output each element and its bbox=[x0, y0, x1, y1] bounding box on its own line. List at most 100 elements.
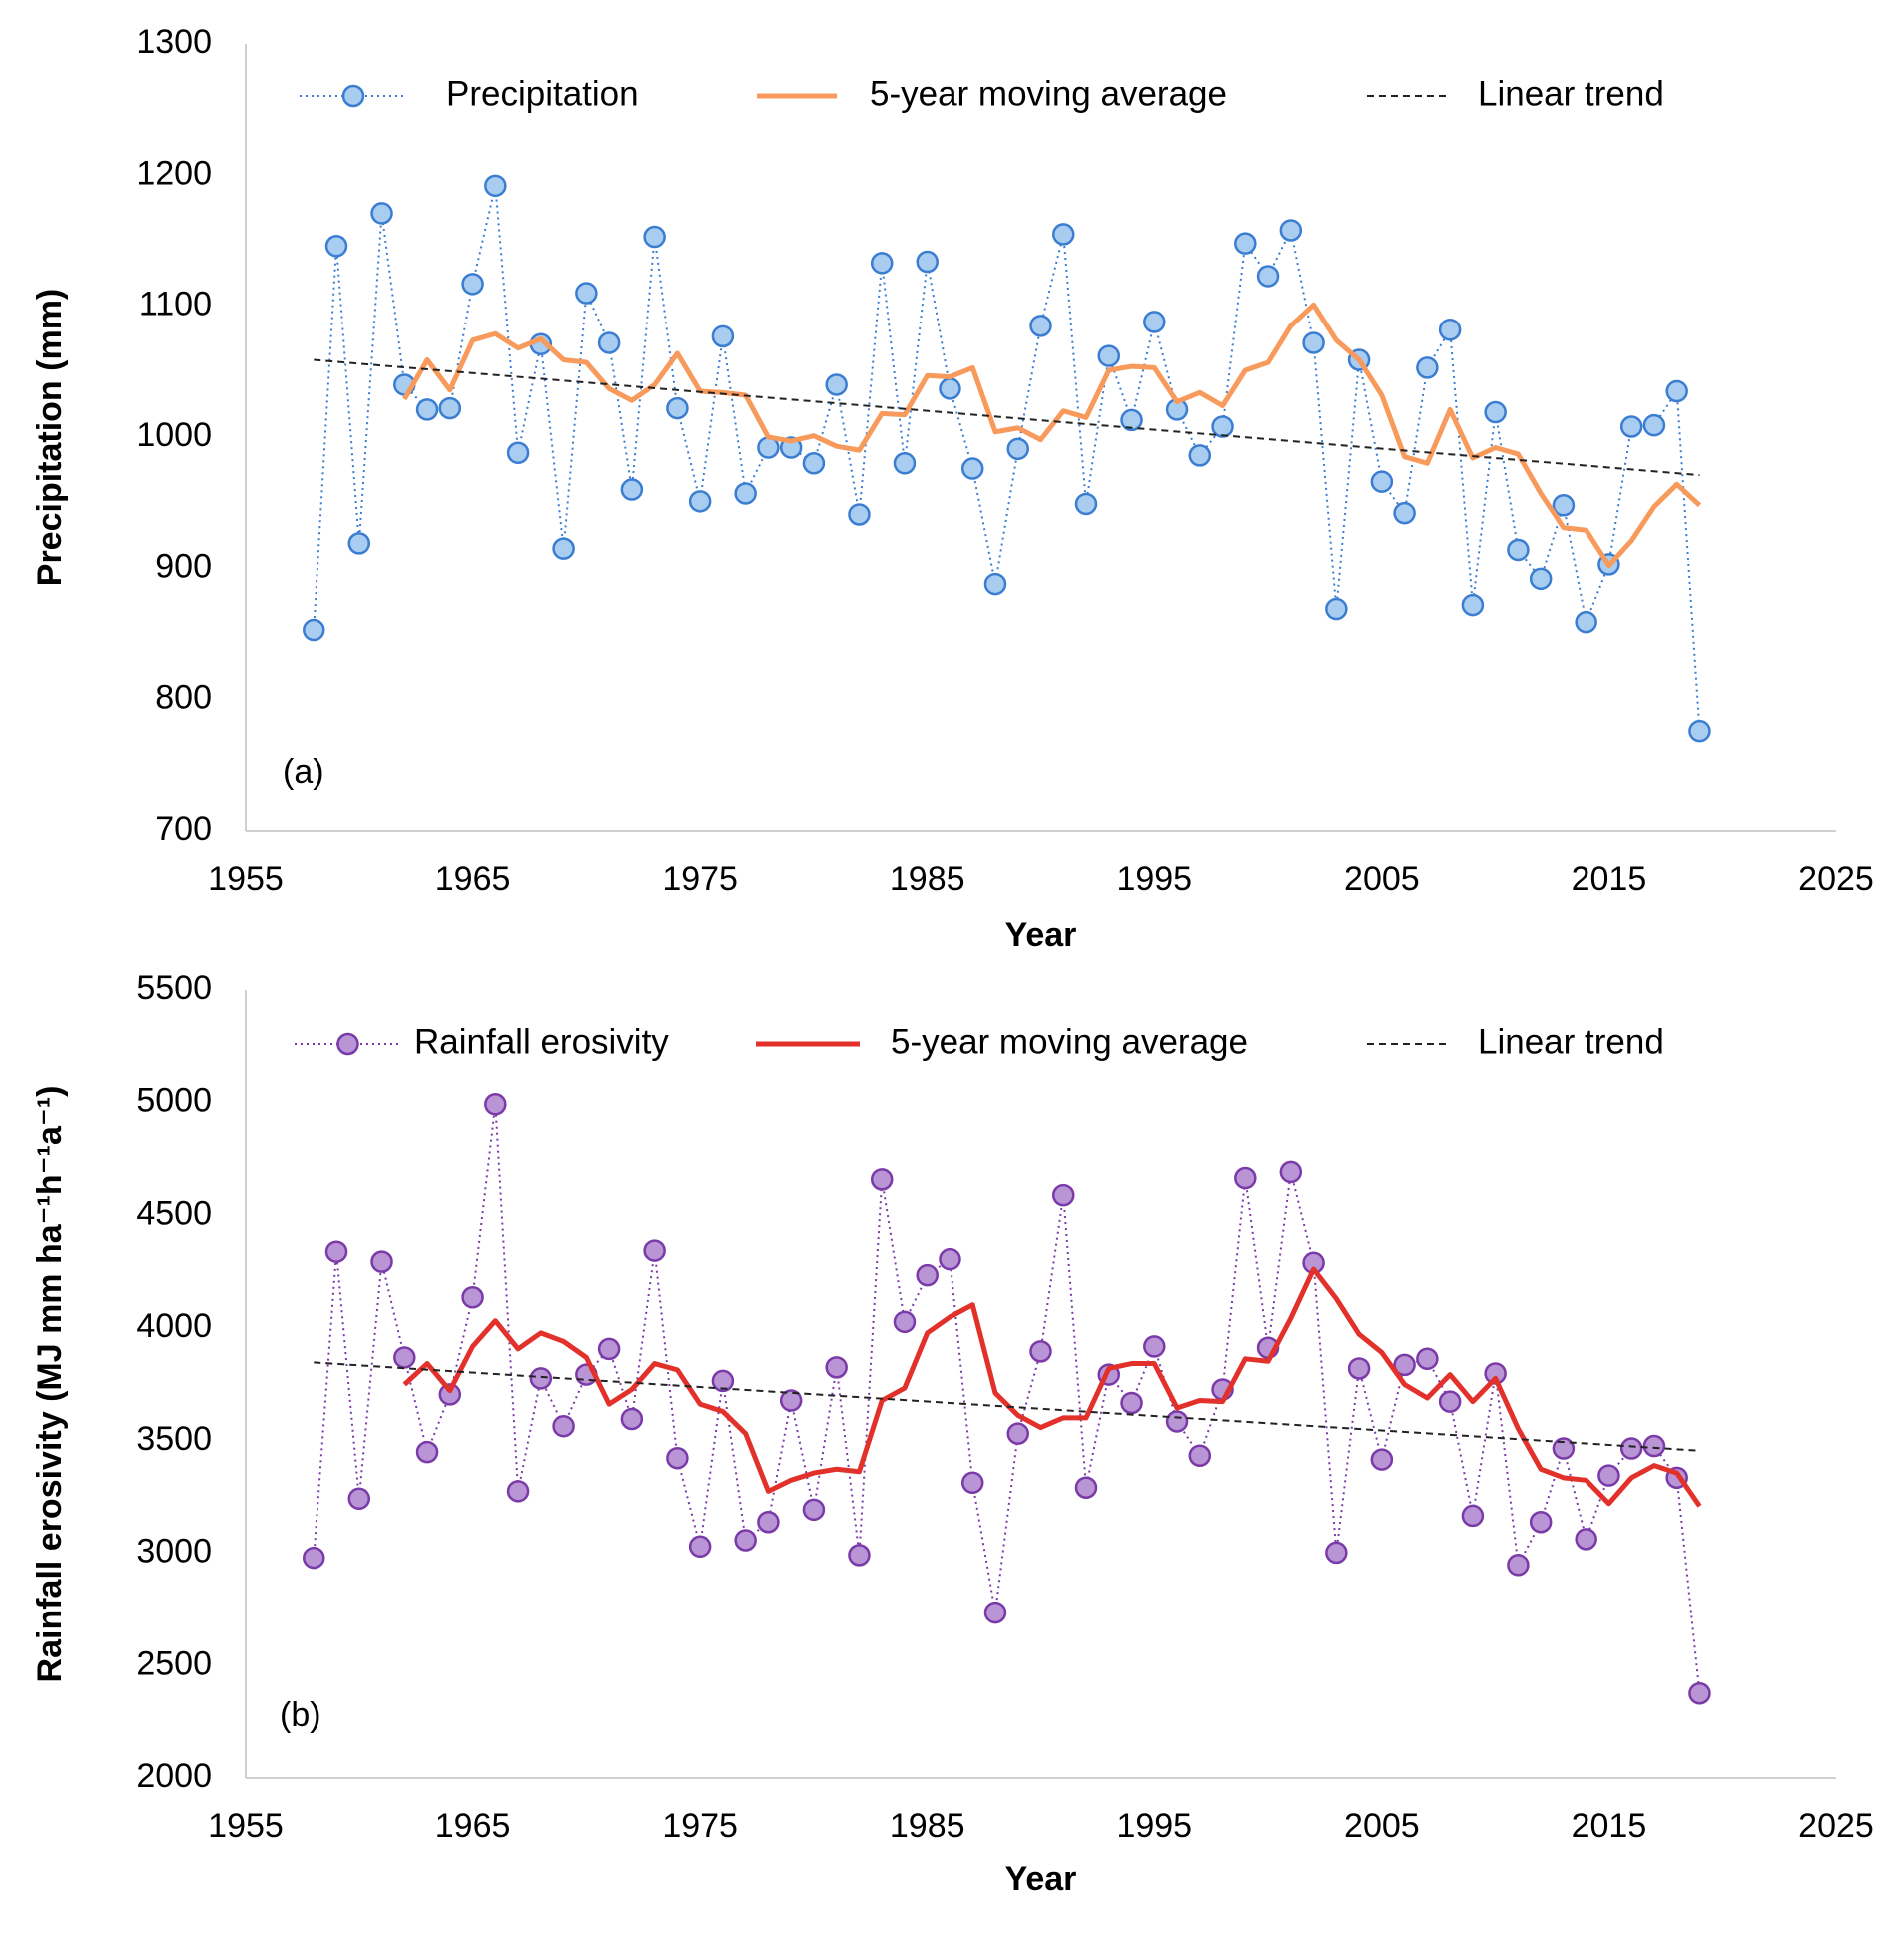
data-point bbox=[1461, 1504, 1485, 1528]
y-tick-label: 3500 bbox=[136, 1420, 212, 1458]
data-point bbox=[347, 532, 371, 555]
data-point bbox=[1143, 311, 1166, 333]
data-point bbox=[1416, 1347, 1439, 1371]
data-point bbox=[1438, 319, 1462, 341]
data-point bbox=[688, 490, 712, 513]
data-point bbox=[666, 1446, 689, 1470]
data-point bbox=[1279, 1160, 1303, 1184]
x-tick-label: 1995 bbox=[1116, 860, 1192, 898]
data-point bbox=[960, 1471, 984, 1495]
data-point bbox=[324, 1240, 348, 1263]
data-point bbox=[1438, 1390, 1462, 1413]
data-point bbox=[1325, 597, 1348, 621]
data-point bbox=[1416, 356, 1439, 379]
x-tick-label: 2015 bbox=[1572, 1807, 1647, 1845]
data-point bbox=[620, 1407, 644, 1431]
data-point bbox=[461, 1286, 484, 1309]
data-point bbox=[825, 1356, 848, 1379]
y-tick-label: 4500 bbox=[136, 1194, 212, 1232]
legend-item: Linear trend bbox=[1367, 1022, 1664, 1061]
data-point bbox=[415, 1440, 439, 1464]
y-tick-label: 3000 bbox=[136, 1533, 212, 1571]
data-point bbox=[688, 1535, 712, 1559]
y-tick-label: 700 bbox=[155, 810, 212, 848]
data-point bbox=[848, 503, 871, 526]
series-line bbox=[314, 358, 1700, 477]
legend-label: Rainfall erosivity bbox=[414, 1022, 669, 1061]
data-point bbox=[1211, 415, 1234, 438]
data-point bbox=[347, 1487, 371, 1511]
legend-label: 5-year moving average bbox=[891, 1022, 1248, 1061]
y-tick-label: 5500 bbox=[136, 969, 212, 1007]
data-point bbox=[1370, 470, 1394, 493]
data-point bbox=[870, 1168, 894, 1191]
data-point bbox=[1507, 538, 1530, 562]
x-tick-label: 1965 bbox=[435, 1807, 511, 1845]
data-point bbox=[960, 457, 984, 480]
data-point bbox=[643, 225, 666, 249]
series-line bbox=[402, 302, 1702, 569]
x-axis-title: Year bbox=[1005, 1860, 1077, 1898]
data-point bbox=[393, 1346, 416, 1369]
data-point bbox=[916, 1263, 939, 1287]
data-point bbox=[802, 1498, 826, 1522]
data-point bbox=[1120, 1391, 1143, 1415]
data-point bbox=[415, 398, 439, 421]
data-point bbox=[1074, 1476, 1098, 1499]
legend-label: 5-year moving average bbox=[870, 74, 1227, 113]
data-point bbox=[1074, 492, 1098, 516]
data-point bbox=[552, 537, 575, 560]
data-point bbox=[597, 331, 621, 354]
data-point bbox=[734, 1529, 757, 1552]
data-point bbox=[1120, 408, 1143, 432]
x-tick-label: 1975 bbox=[662, 1807, 738, 1845]
x-tick-label: 1975 bbox=[662, 860, 738, 898]
x-tick-label: 2025 bbox=[1798, 1807, 1874, 1845]
data-point bbox=[1619, 1437, 1643, 1460]
data-point bbox=[1234, 232, 1257, 255]
data-point bbox=[303, 1546, 325, 1570]
data-point bbox=[1461, 593, 1485, 617]
data-point bbox=[303, 618, 325, 642]
data-point bbox=[1642, 1434, 1666, 1458]
data-point bbox=[1165, 1410, 1189, 1433]
data-point bbox=[1302, 331, 1325, 354]
data-point bbox=[506, 1480, 530, 1503]
y-tick-label: 1000 bbox=[136, 416, 212, 454]
data-point bbox=[438, 1383, 462, 1406]
x-tick-label: 2005 bbox=[1344, 1807, 1420, 1845]
legend-label: Precipitation bbox=[446, 74, 639, 113]
data-point bbox=[1507, 1554, 1530, 1577]
y-tick-label: 2000 bbox=[136, 1757, 212, 1795]
x-tick-label: 1995 bbox=[1116, 1807, 1192, 1845]
data-point bbox=[1006, 437, 1029, 461]
y-tick-label: 5000 bbox=[136, 1082, 212, 1120]
data-point bbox=[461, 273, 484, 296]
data-point bbox=[666, 396, 689, 420]
x-tick-label: 2005 bbox=[1344, 860, 1420, 898]
legend-item: Linear trend bbox=[1367, 74, 1664, 113]
data-point bbox=[1188, 1444, 1212, 1467]
data-point bbox=[484, 1093, 507, 1116]
x-axis-title: Year bbox=[1005, 916, 1077, 954]
data-point bbox=[552, 1414, 575, 1438]
legend-label: Linear trend bbox=[1478, 1022, 1664, 1061]
data-point bbox=[870, 252, 894, 275]
data-point bbox=[1575, 610, 1597, 634]
data-point bbox=[1052, 1183, 1075, 1207]
data-point bbox=[1097, 344, 1121, 367]
data-point bbox=[983, 1601, 1007, 1624]
data-point bbox=[1370, 1448, 1394, 1471]
data-point bbox=[711, 1369, 735, 1393]
data-point bbox=[1575, 1528, 1597, 1551]
data-point bbox=[643, 1239, 666, 1262]
data-point bbox=[825, 373, 848, 396]
x-tick-label: 1955 bbox=[208, 860, 284, 898]
data-point bbox=[1256, 265, 1280, 288]
x-tick-label: 1985 bbox=[890, 1807, 965, 1845]
data-point bbox=[438, 396, 462, 420]
data-point bbox=[370, 202, 393, 225]
data-point bbox=[711, 324, 735, 348]
series-line bbox=[313, 1103, 1701, 1694]
data-point bbox=[939, 1247, 961, 1271]
